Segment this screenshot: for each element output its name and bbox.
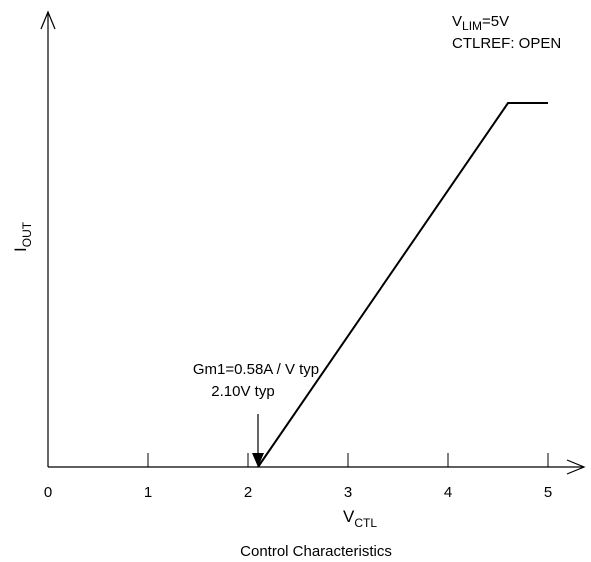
x-axis-arrow	[566, 459, 586, 475]
threshold-arrowhead	[252, 453, 264, 467]
threshold-annotation: 2.10V typ	[211, 383, 274, 400]
y-axis-arrow	[40, 10, 56, 30]
x-tick-label: 2	[244, 484, 252, 501]
condition-vlim: VLIM=5V	[452, 13, 509, 33]
series-line	[257, 102, 548, 468]
condition-ctlref: CTLREF: OPEN	[452, 35, 561, 52]
y-axis-label: IOUT	[11, 221, 34, 252]
x-tick-label: 0	[44, 484, 52, 501]
x-tick-label: 1	[144, 484, 152, 501]
x-tick-label: 3	[344, 484, 352, 501]
x-axis-label: VCTL	[343, 507, 377, 530]
gm-annotation: Gm1=0.58A / V typ	[193, 361, 319, 378]
x-tick-label: 4	[444, 484, 452, 501]
chart-caption: Control Characteristics	[240, 543, 392, 560]
x-tick-label: 5	[544, 484, 552, 501]
x-ticks: 0 1 2 3 4 5	[44, 453, 552, 501]
